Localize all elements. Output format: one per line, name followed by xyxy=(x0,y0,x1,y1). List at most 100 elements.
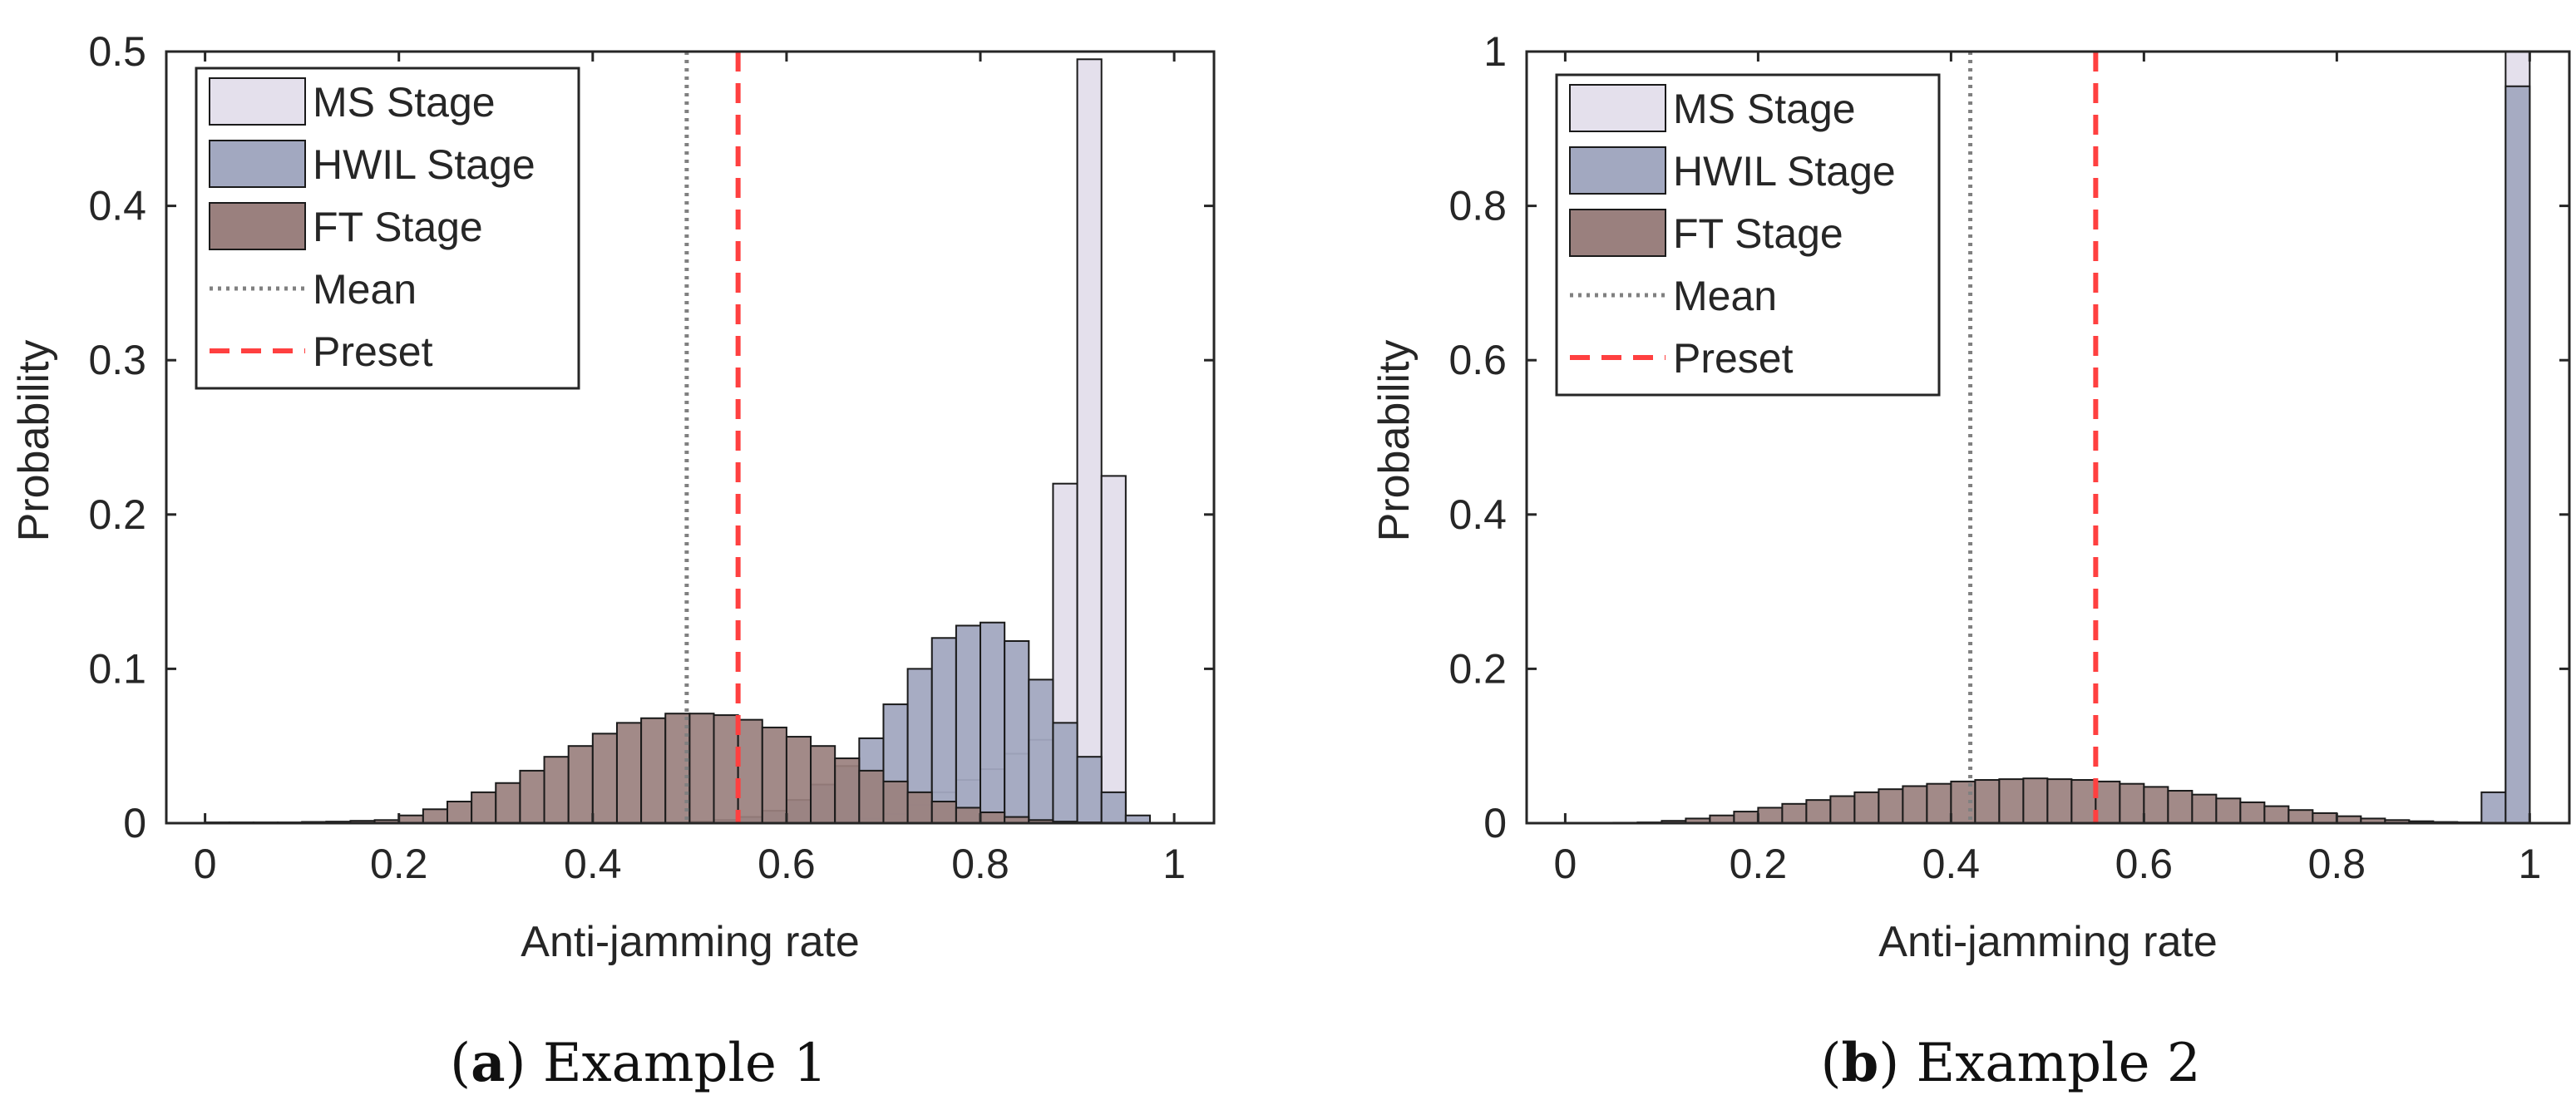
bar-ft-stage xyxy=(737,718,763,825)
bar-ft-stage xyxy=(591,733,618,824)
bar-ft-stage xyxy=(2119,782,2145,824)
legend-item-ms-stage: MS Stage xyxy=(1569,84,1856,132)
x-tick-label: 0 xyxy=(1553,841,1577,887)
bar-ft-stage xyxy=(688,713,715,824)
bar-ft-stage xyxy=(2287,809,2314,824)
bar-ft-stage xyxy=(2191,793,2218,824)
y-tick-label: 0 xyxy=(1483,800,1507,846)
caption-example-1: (a) Example 1 xyxy=(450,1032,827,1094)
bar-hwil-stage xyxy=(955,624,982,824)
y-tick-label: 0.8 xyxy=(1448,183,1507,229)
legend-swatch xyxy=(209,140,306,188)
legend-label: Mean xyxy=(1673,273,1777,319)
caption-letter: b xyxy=(1841,1032,1878,1094)
y-tick-label: 0.5 xyxy=(88,28,146,75)
x-ticks: 0 0.2 0.4 0.6 0.8 1 xyxy=(194,52,1186,887)
series-hwil-stage xyxy=(2456,85,2531,825)
bar-ft-stage xyxy=(1757,807,1784,825)
x-tick-label: 0.6 xyxy=(2115,841,2174,887)
bar-ft-stage xyxy=(1853,791,1880,825)
x-axis-label: Anti-jamming rate xyxy=(521,918,859,966)
bar-hwil-stage xyxy=(2504,85,2531,824)
bar-ft-stage xyxy=(567,745,594,825)
legend-label: MS Stage xyxy=(1673,86,1856,132)
legend-label: Preset xyxy=(1673,335,1794,382)
bar-ft-stage xyxy=(2046,778,2073,825)
caption-suffix: ) Example 1 xyxy=(506,1033,827,1094)
bar-ft-stage xyxy=(930,801,957,824)
y-ticks: 0 0.1 0.2 0.3 0.4 0.5 xyxy=(88,28,1214,846)
bar-ft-stage xyxy=(422,808,448,825)
caption-letter: a xyxy=(471,1032,505,1094)
y-tick-label: 0.6 xyxy=(1448,337,1507,383)
bar-ft-stage xyxy=(810,745,836,825)
legend-label: Preset xyxy=(313,328,433,375)
axes-frame xyxy=(1525,50,2571,825)
bars xyxy=(204,58,1176,825)
bar-ft-stage xyxy=(1733,811,1759,825)
caption-prefix: ( xyxy=(1820,1033,1841,1094)
x-tick-label: 0 xyxy=(194,841,217,887)
legend-label: FT Stage xyxy=(1673,210,1843,257)
bar-ft-stage xyxy=(543,756,570,825)
plot-area-example-2: 0 0.2 0.4 0.6 0.8 1 0 0.2 0.4 0.6 0.8 1 MS Stage HWIL… xyxy=(1448,28,2571,887)
bar-ft-stage xyxy=(640,717,667,824)
legend-item-mean: Mean xyxy=(1570,273,1777,319)
bar-ft-stage xyxy=(2167,790,2194,824)
legend-item-ms-stage: MS Stage xyxy=(209,77,496,126)
y-tick-label: 0 xyxy=(123,800,146,846)
x-tick-label: 0.6 xyxy=(758,841,816,887)
x-axis-label: Anti-jamming rate xyxy=(1878,918,2217,966)
legend-item-preset: Preset xyxy=(1570,335,1794,382)
bar-ft-stage xyxy=(2312,812,2338,824)
y-tick-label: 0.4 xyxy=(1448,491,1507,538)
bar-ft-stage xyxy=(1998,778,2025,825)
bar-ft-stage xyxy=(761,726,787,824)
bar-ft-stage xyxy=(495,782,521,825)
panel-example-1: 0 0.2 0.4 0.6 0.8 1 0 0.1 0.2 0.3 0.4 0.5 MS Stage HW… xyxy=(10,28,1216,1094)
bar-ft-stage xyxy=(2095,780,2121,824)
bar-ft-stage xyxy=(615,722,643,824)
legend-item-hwil-stage: HWIL Stage xyxy=(209,140,535,188)
bar-ms-stage xyxy=(1100,475,1127,825)
bar-ft-stage xyxy=(906,791,933,825)
x-tick-label: 0.2 xyxy=(1730,841,1788,887)
bar-ft-stage xyxy=(1829,795,1856,825)
legend-swatch xyxy=(209,77,306,126)
bar-ft-stage xyxy=(519,769,545,824)
legend-swatch xyxy=(1569,209,1666,257)
bar-ft-stage xyxy=(713,714,739,825)
legend-item-mean: Mean xyxy=(210,266,417,313)
y-tick-label: 1 xyxy=(1483,28,1507,75)
bar-ft-stage xyxy=(2239,801,2266,824)
legend-swatch xyxy=(1569,84,1666,132)
bar-ft-stage xyxy=(1926,782,1952,824)
bar-ft-stage xyxy=(2070,779,2097,824)
plot-area-example-1: 0 0.2 0.4 0.6 0.8 1 0 0.1 0.2 0.3 0.4 0.5 MS Stage HW… xyxy=(88,28,1216,887)
caption-prefix: ( xyxy=(450,1033,471,1094)
y-tick-label: 0.2 xyxy=(88,491,146,538)
bar-ft-stage xyxy=(858,769,885,824)
bar-ft-stage xyxy=(1781,802,1808,824)
bar-ft-stage xyxy=(446,801,473,824)
bar-hwil-stage xyxy=(1100,791,1127,825)
legend-label: HWIL Stage xyxy=(313,141,535,188)
x-tick-label: 0.4 xyxy=(1922,841,1981,887)
legend-label: MS Stage xyxy=(313,79,496,126)
y-tick-label: 0.2 xyxy=(1448,645,1507,692)
x-tick-label: 1 xyxy=(1162,841,1186,887)
y-ticks: 0 0.2 0.4 0.6 0.8 1 xyxy=(1448,28,2569,846)
axes-frame xyxy=(165,50,1216,825)
bar-hwil-stage xyxy=(1076,756,1103,825)
bar-ft-stage xyxy=(980,812,1006,824)
y-tick-label: 0.4 xyxy=(88,183,146,229)
legend-item-ft-stage: FT Stage xyxy=(209,202,483,250)
caption-example-2: (b) Example 2 xyxy=(1820,1032,2200,1094)
bar-ft-stage xyxy=(2143,786,2169,824)
bar-ft-stage xyxy=(1805,799,1832,824)
bar-ft-stage xyxy=(2215,797,2242,825)
legend: MS Stage HWIL Stage FT Stage Mean Preset xyxy=(195,67,580,390)
bar-ft-stage xyxy=(2022,777,2049,825)
y-tick-label: 0.1 xyxy=(88,645,146,692)
